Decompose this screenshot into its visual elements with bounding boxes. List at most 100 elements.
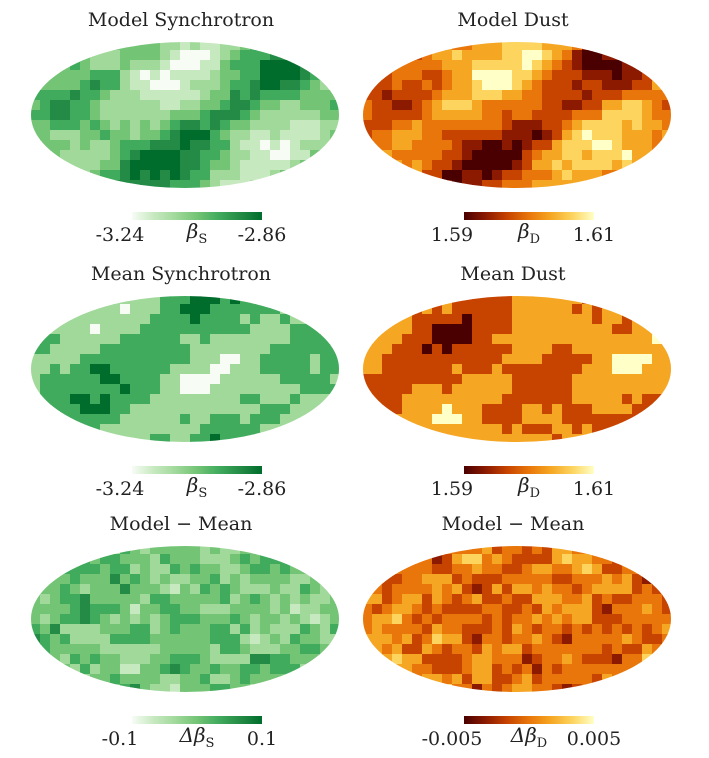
map-pixel xyxy=(50,414,61,425)
map-pixel xyxy=(382,110,393,121)
map-pixel xyxy=(180,684,191,692)
map-pixel xyxy=(522,304,533,315)
map-pixel xyxy=(492,364,503,375)
map-pixel xyxy=(120,584,131,595)
map-pixel xyxy=(602,170,613,181)
map-pixel xyxy=(482,90,493,101)
map-pixel xyxy=(140,624,151,635)
map-pixel xyxy=(582,654,593,665)
map-pixel xyxy=(572,344,583,355)
map-pixel xyxy=(552,624,563,635)
map-pixel xyxy=(502,424,513,435)
map-pixel xyxy=(652,604,663,615)
map-pixel xyxy=(612,344,623,355)
map-pixel xyxy=(31,296,41,305)
map-pixel xyxy=(392,664,403,675)
map-pixel xyxy=(40,664,51,675)
map-pixel xyxy=(170,314,181,325)
colorbar-quantity-label: βS xyxy=(167,219,227,252)
map-pixel xyxy=(432,674,443,685)
map-pixel xyxy=(260,554,271,565)
map-pixel xyxy=(582,424,593,435)
map-pixel xyxy=(200,50,211,61)
map-pixel xyxy=(412,564,423,575)
map-pixel xyxy=(422,130,433,141)
map-pixel xyxy=(310,434,321,442)
map-pixel xyxy=(562,140,573,151)
map-pixel xyxy=(363,424,373,435)
map-pixel xyxy=(31,546,41,555)
map-pixel xyxy=(612,404,623,415)
map-pixel xyxy=(130,684,141,692)
map-pixel xyxy=(532,684,543,692)
map-pixel xyxy=(170,344,181,355)
map-pixel xyxy=(240,554,251,565)
map-pixel xyxy=(612,334,623,345)
map-pixel xyxy=(160,344,171,355)
map-pixel xyxy=(442,130,453,141)
map-pixel xyxy=(130,584,141,595)
map-pixel xyxy=(120,404,131,415)
map-pixel xyxy=(170,554,181,565)
map-pixel xyxy=(612,150,623,161)
map-pixel xyxy=(90,634,101,645)
map-pixel xyxy=(120,634,131,645)
map-pixel xyxy=(363,664,373,675)
map-pixel xyxy=(632,130,643,141)
map-pixel xyxy=(662,120,671,131)
map-pixel xyxy=(652,180,663,188)
colorbar-min-label: -0.005 xyxy=(421,728,483,750)
map-pixel xyxy=(330,546,339,555)
map-pixel xyxy=(130,546,141,555)
map-pixel xyxy=(310,594,321,605)
map-pixel xyxy=(80,296,91,305)
map-pixel xyxy=(642,180,653,188)
map-pixel xyxy=(40,170,51,181)
map-pixel xyxy=(70,110,81,121)
map-pixel xyxy=(502,90,513,101)
map-pixel xyxy=(270,584,281,595)
colorbar-quantity-label: ΔβD xyxy=(499,723,559,756)
map-pixel xyxy=(532,404,543,415)
map-pixel xyxy=(100,424,111,435)
map-pixel xyxy=(442,604,453,615)
map-pixel xyxy=(662,344,671,355)
map-pixel xyxy=(602,354,613,365)
map-pixel xyxy=(200,424,211,435)
map-pixel xyxy=(330,384,339,395)
map-pixel xyxy=(492,624,503,635)
map-pixel xyxy=(502,304,513,315)
map-pixel xyxy=(612,60,623,71)
map-pixel xyxy=(220,684,231,692)
map-pixel xyxy=(50,434,61,442)
map-pixel xyxy=(70,594,81,605)
colorbar-quantity-label: βD xyxy=(499,473,559,506)
map-pixel xyxy=(612,434,623,442)
map-pixel xyxy=(662,60,671,71)
map-pixel xyxy=(150,304,161,315)
map-pixel xyxy=(100,364,111,375)
map-pixel xyxy=(522,110,533,121)
map-pixel xyxy=(552,684,563,692)
map-pixel xyxy=(382,584,393,595)
map-pixel xyxy=(392,70,403,81)
map-pixel xyxy=(432,564,443,575)
map-pixel xyxy=(552,324,563,335)
map-pixel xyxy=(582,644,593,655)
map-pixel xyxy=(310,654,321,665)
map-pixel xyxy=(492,584,503,595)
map-pixel xyxy=(452,170,463,181)
map-pixel xyxy=(240,354,251,365)
map-pixel xyxy=(310,70,321,81)
map-pixel xyxy=(220,42,231,51)
map-pixel xyxy=(70,180,81,188)
map-pixel xyxy=(260,60,271,71)
map-pixel xyxy=(310,424,321,435)
colorbar-quantity-label: ΔβS xyxy=(167,723,227,756)
map-pixel xyxy=(210,50,221,61)
map-pixel xyxy=(290,424,301,435)
map-pixel xyxy=(330,314,339,325)
map-pixel xyxy=(662,664,671,675)
map-pixel xyxy=(90,614,101,625)
map-pixel xyxy=(80,304,91,315)
